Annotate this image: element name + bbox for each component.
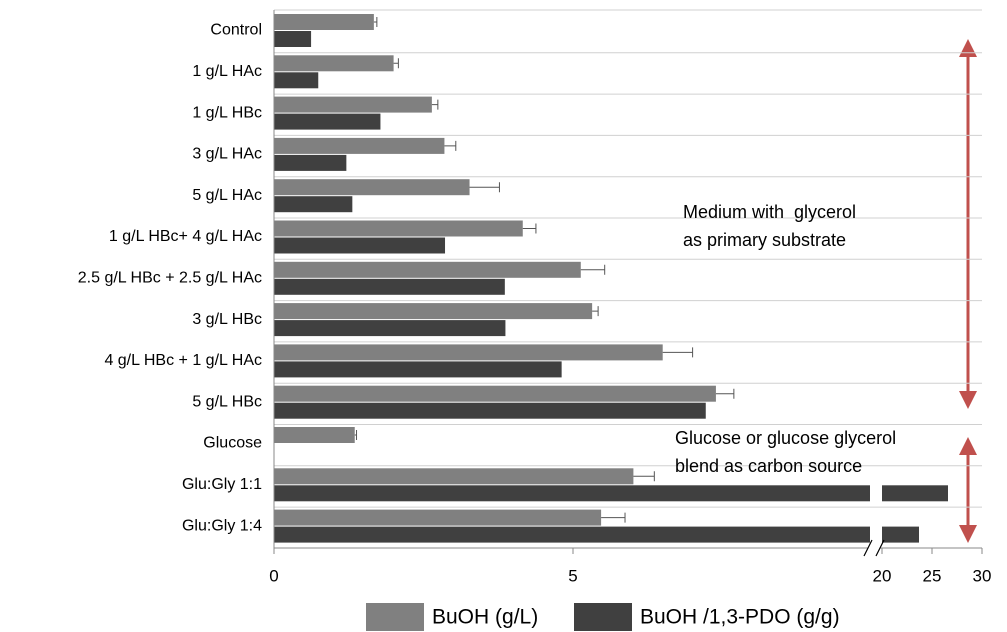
bar xyxy=(274,509,602,526)
category-label: 1 g/L HAc xyxy=(192,63,262,80)
bar xyxy=(274,196,353,213)
bar xyxy=(882,526,919,543)
bar xyxy=(274,220,523,237)
legend-label: BuOH (g/L) xyxy=(432,606,538,629)
error-bar xyxy=(633,471,655,482)
bar xyxy=(274,113,381,130)
category-label: 4 g/L HBc + 1 g/L HAc xyxy=(104,352,262,369)
category-label: 3 g/L HAc xyxy=(192,146,262,163)
bar xyxy=(274,137,445,154)
bar xyxy=(274,402,706,419)
bar xyxy=(274,261,581,278)
bar xyxy=(274,320,506,337)
error-bar xyxy=(601,512,626,523)
category-label: Control xyxy=(210,22,262,39)
category-label: Glu:Gly 1:4 xyxy=(182,517,262,534)
annotation: as primary substrate xyxy=(683,230,846,250)
bar xyxy=(274,31,312,47)
bar xyxy=(274,55,394,72)
x-tick-label: 25 xyxy=(923,566,942,585)
x-tick-label: 0 xyxy=(269,566,278,585)
error-bar xyxy=(354,430,358,440)
error-bar xyxy=(431,99,439,110)
bar xyxy=(274,526,870,543)
bar xyxy=(274,14,374,30)
bar xyxy=(274,154,347,171)
error-bar xyxy=(662,347,694,358)
category-label: Glucose xyxy=(203,435,262,452)
error-bar xyxy=(592,306,599,317)
bar xyxy=(274,278,505,295)
error-bar xyxy=(580,264,606,275)
annotation: Medium with glycerol xyxy=(683,202,856,222)
bar xyxy=(274,385,716,402)
bar xyxy=(882,485,948,502)
legend-label: BuOH /1,3-PDO (g/g) xyxy=(640,606,840,629)
annotation: Glucose or glucose glycerol xyxy=(675,428,896,448)
bar xyxy=(274,361,562,378)
error-bar xyxy=(373,17,378,27)
bar xyxy=(274,344,663,361)
bar xyxy=(274,468,634,485)
bar xyxy=(274,427,355,443)
bar xyxy=(274,237,446,254)
error-bar xyxy=(393,58,399,69)
error-bar xyxy=(715,388,735,399)
category-label: 1 g/L HBc xyxy=(192,104,262,121)
error-bar xyxy=(469,182,500,193)
category-label: 3 g/L HBc xyxy=(192,311,262,328)
category-label: 5 g/L HAc xyxy=(192,187,262,204)
legend-swatch xyxy=(574,603,632,631)
error-bar xyxy=(522,223,537,234)
x-tick-label: 30 xyxy=(973,566,992,585)
category-label: Glu:Gly 1:1 xyxy=(182,476,262,493)
category-label: 5 g/L HBc xyxy=(192,393,262,410)
x-tick-label: 20 xyxy=(873,566,892,585)
annotation: blend as carbon source xyxy=(675,456,862,476)
bar xyxy=(274,179,470,196)
bar xyxy=(274,485,870,502)
error-bar xyxy=(444,140,457,151)
bar xyxy=(274,72,319,89)
bar xyxy=(274,303,593,320)
axis-break xyxy=(863,539,885,557)
x-tick-label: 5 xyxy=(568,566,577,585)
bar xyxy=(274,96,432,113)
legend-swatch xyxy=(366,603,424,631)
category-label: 2.5 g/L HBc + 2.5 g/L HAc xyxy=(78,270,262,287)
category-label: 1 g/L HBc+ 4 g/L HAc xyxy=(109,228,262,245)
